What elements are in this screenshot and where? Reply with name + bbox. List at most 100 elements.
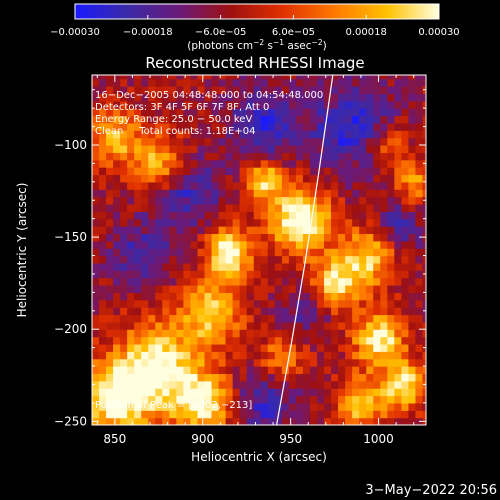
heatmap-cell: [106, 181, 114, 190]
heatmap-cell: [169, 159, 177, 168]
heatmap-cell: [232, 211, 241, 220]
heatmap-cell: [155, 145, 163, 153]
heatmap-cell: [169, 255, 177, 264]
heatmap-cell: [408, 388, 417, 397]
heatmap-cell: [218, 410, 227, 419]
heatmap-cell: [141, 196, 149, 205]
heatmap-cell: [106, 329, 114, 338]
heatmap-cell: [345, 115, 353, 124]
heatmap-cell: [155, 181, 163, 190]
heatmap-cell: [225, 108, 234, 117]
heatmap-cell: [246, 402, 255, 411]
heatmap-cell: [155, 402, 163, 411]
heatmap-cell: [324, 402, 332, 411]
heatmap-cell: [295, 167, 304, 176]
heatmap-cell: [380, 115, 388, 124]
heatmap-cell: [352, 270, 360, 279]
heatmap-cell: [155, 248, 163, 257]
heatmap-cell: [134, 226, 142, 235]
heatmap-cell: [218, 240, 227, 249]
heatmap-cell: [373, 314, 381, 323]
heatmap-cell: [211, 137, 220, 146]
heatmap-cell: [422, 366, 426, 375]
heatmap-cell: [106, 159, 114, 168]
heatmap-cell: [373, 321, 381, 330]
heatmap-cell: [197, 395, 206, 404]
heatmap-cell: [422, 240, 426, 249]
heatmap-cell: [281, 277, 290, 286]
heatmap-cell: [394, 174, 402, 183]
heatmap-cell: [422, 336, 426, 345]
heatmap-cell: [176, 314, 185, 323]
heatmap-cell: [267, 410, 276, 419]
heatmap-cell: [190, 226, 199, 235]
heatmap-cell: [99, 100, 107, 109]
heatmap-cell: [401, 130, 410, 139]
heatmap-cell: [225, 226, 234, 235]
heatmap-cell: [106, 78, 114, 87]
heatmap-cell: [380, 314, 388, 323]
heatmap-cell: [422, 100, 426, 109]
heatmap-cell: [302, 115, 311, 124]
heatmap-cell: [338, 314, 346, 323]
heatmap-cell: [415, 174, 424, 183]
heatmap-cell: [148, 336, 156, 345]
heatmap-cell: [127, 181, 135, 190]
heatmap-cell: [162, 78, 170, 87]
heatmap-cell: [359, 152, 367, 161]
heatmap-cell: [113, 343, 121, 352]
colorbar-units: (photons cm−2 s−1 asec−2): [187, 38, 326, 52]
heatmap-cell: [373, 402, 381, 411]
heatmap-cell: [211, 86, 220, 95]
heatmap-cell: [302, 211, 311, 220]
heatmap-cell: [274, 181, 283, 190]
heatmap-cell: [190, 336, 199, 345]
heatmap-cell: [204, 351, 213, 360]
heatmap-cell: [422, 108, 426, 117]
heatmap-cell: [113, 86, 121, 95]
heatmap-cell: [274, 78, 283, 87]
heatmap-cell: [260, 329, 269, 338]
heatmap-cell: [197, 285, 206, 293]
heatmap-cell: [92, 358, 100, 367]
heatmap-cell: [204, 285, 213, 293]
heatmap-cell: [127, 233, 135, 242]
heatmap-cell: [401, 248, 410, 257]
heatmap-cell: [359, 167, 367, 176]
heatmap-cell: [197, 137, 206, 146]
heatmap-cell: [317, 388, 325, 397]
heatmap-cell: [338, 417, 346, 425]
heatmap-cell: [211, 181, 220, 190]
heatmap-cell: [246, 93, 255, 102]
heatmap-cell: [401, 255, 410, 264]
heatmap-cell: [148, 321, 156, 330]
heatmap-cell: [169, 137, 177, 146]
heatmap-cell: [127, 417, 135, 425]
heatmap-cell: [394, 211, 402, 220]
heatmap-cell: [267, 226, 276, 235]
heatmap-cell: [211, 285, 220, 293]
heatmap-cell: [324, 292, 332, 301]
heatmap-cell: [183, 402, 192, 411]
colorbar-ticks: −0.00030 −0.00018 −6.0e−05 6.0e−05 0.00018 0.…: [50, 15, 460, 38]
heatmap-cell: [373, 167, 381, 176]
heatmap-cell: [373, 196, 381, 205]
heatmap-cell: [317, 321, 325, 330]
heatmap-cell: [324, 100, 332, 109]
heatmap-cell: [141, 93, 149, 102]
heatmap-cell: [366, 248, 374, 257]
heatmap-cell: [317, 181, 325, 190]
heatmap-cell: [183, 255, 192, 264]
heatmap-cell: [309, 292, 318, 301]
heatmap-cell: [422, 174, 426, 183]
heatmap-cell: [113, 255, 121, 264]
heatmap-cell: [246, 270, 255, 279]
heatmap-cell: [239, 86, 248, 95]
heatmap-cell: [148, 299, 156, 308]
heatmap-cell: [260, 174, 269, 183]
heatmap-cell: [380, 189, 388, 198]
heatmap-cell: [295, 343, 304, 352]
heatmap-cell: [267, 388, 276, 397]
heatmap-cell: [331, 218, 339, 227]
heatmap-cell: [345, 211, 353, 220]
